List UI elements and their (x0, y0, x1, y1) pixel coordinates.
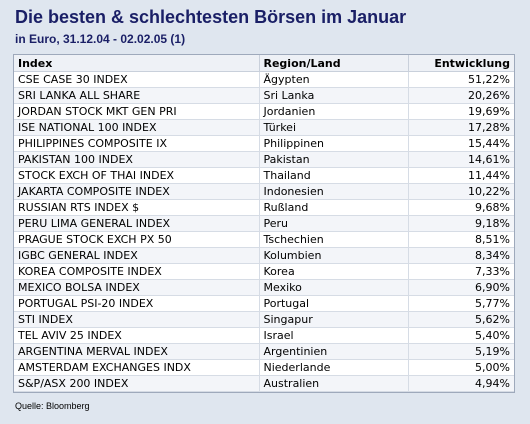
region-cell: Türkei (259, 119, 409, 136)
index-name-cell: PAKISTAN 100 INDEX (14, 151, 260, 168)
entwicklung-value-cell: 11,44% (408, 167, 514, 184)
region-cell: Tschechien (259, 231, 409, 248)
index-name-cell: ARGENTINA MERVAL INDEX (14, 343, 260, 360)
entwicklung-value-cell: 14,61% (408, 151, 514, 168)
table-row: PORTUGAL PSI-20 INDEX Portugal 5,77% (14, 295, 514, 312)
table-row: TEL AVIV 25 INDEX Israel 5,40% (14, 327, 514, 344)
region-cell: Israel (259, 327, 409, 344)
entwicklung-value-cell: 8,34% (408, 247, 514, 264)
index-name-cell: SRI LANKA ALL SHARE (14, 87, 260, 104)
entwicklung-value-cell: 5,40% (408, 327, 514, 344)
table-row: AMSTERDAM EXCHANGES INDX Niederlande 5,00% (14, 359, 514, 376)
region-cell: Argentinien (259, 343, 409, 360)
index-name-cell: PRAGUE STOCK EXCH PX 50 (14, 231, 260, 248)
region-cell: Korea (259, 263, 409, 280)
region-cell: Pakistan (259, 151, 409, 168)
entwicklung-value-cell: 51,22% (408, 71, 514, 88)
region-cell: Singapur (259, 311, 409, 328)
table-header-row: Index Region/Land Entwicklung (14, 55, 514, 72)
index-name-cell: S&P/ASX 200 INDEX (14, 375, 260, 392)
entwicklung-value-cell: 10,22% (408, 183, 514, 200)
index-name-cell: RUSSIAN RTS INDEX $ (14, 199, 260, 216)
entwicklung-value-cell: 5,62% (408, 311, 514, 328)
entwicklung-value-cell: 7,33% (408, 263, 514, 280)
index-name-cell: IGBC GENERAL INDEX (14, 247, 260, 264)
data-table-container: Index Region/Land Entwicklung CSE CASE 3… (13, 54, 515, 393)
table-row: PERU LIMA GENERAL INDEX Peru 9,18% (14, 215, 514, 232)
table-row: RUSSIAN RTS INDEX $ Rußland 9,68% (14, 199, 514, 216)
table-row: MEXICO BOLSA INDEX Mexiko 6,90% (14, 279, 514, 296)
index-name-cell: AMSTERDAM EXCHANGES INDX (14, 359, 260, 376)
index-name-cell: CSE CASE 30 INDEX (14, 71, 260, 88)
column-header-region: Region/Land (259, 55, 409, 72)
index-name-cell: MEXICO BOLSA INDEX (14, 279, 260, 296)
table-row: STI INDEX Singapur 5,62% (14, 311, 514, 328)
data-table: Index Region/Land Entwicklung CSE CASE 3… (14, 55, 514, 392)
index-name-cell: ISE NATIONAL 100 INDEX (14, 119, 260, 136)
region-cell: Indonesien (259, 183, 409, 200)
entwicklung-value-cell: 8,51% (408, 231, 514, 248)
entwicklung-value-cell: 6,90% (408, 279, 514, 296)
index-name-cell: PHILIPPINES COMPOSITE IX (14, 135, 260, 152)
table-row: SRI LANKA ALL SHARE Sri Lanka 20,26% (14, 87, 514, 104)
table-row: IGBC GENERAL INDEX Kolumbien 8,34% (14, 247, 514, 264)
entwicklung-value-cell: 9,68% (408, 199, 514, 216)
region-cell: Ägypten (259, 71, 409, 88)
region-cell: Rußland (259, 199, 409, 216)
entwicklung-value-cell: 5,77% (408, 295, 514, 312)
entwicklung-value-cell: 20,26% (408, 87, 514, 104)
index-name-cell: JAKARTA COMPOSITE INDEX (14, 183, 260, 200)
entwicklung-value-cell: 19,69% (408, 103, 514, 120)
table-row: JORDAN STOCK MKT GEN PRI Jordanien 19,69% (14, 103, 514, 120)
table-body: CSE CASE 30 INDEX Ägypten 51,22% SRI LANKA … (14, 71, 514, 392)
table-row: ISE NATIONAL 100 INDEX Türkei 17,28% (14, 119, 514, 136)
region-cell: Kolumbien (259, 247, 409, 264)
index-name-cell: PERU LIMA GENERAL INDEX (14, 215, 260, 232)
index-name-cell: PORTUGAL PSI-20 INDEX (14, 295, 260, 312)
table-row: STOCK EXCH OF THAI INDEX Thailand 11,44% (14, 167, 514, 184)
region-cell: Peru (259, 215, 409, 232)
entwicklung-value-cell: 17,28% (408, 119, 514, 136)
region-cell: Niederlande (259, 359, 409, 376)
index-name-cell: TEL AVIV 25 INDEX (14, 327, 260, 344)
index-name-cell: JORDAN STOCK MKT GEN PRI (14, 103, 260, 120)
table-row: PAKISTAN 100 INDEX Pakistan 14,61% (14, 151, 514, 168)
table-row: PRAGUE STOCK EXCH PX 50 Tschechien 8,51% (14, 231, 514, 248)
region-cell: Sri Lanka (259, 87, 409, 104)
source-note: Quelle: Bloomberg (15, 401, 90, 411)
entwicklung-value-cell: 9,18% (408, 215, 514, 232)
index-name-cell: STOCK EXCH OF THAI INDEX (14, 167, 260, 184)
region-cell: Mexiko (259, 279, 409, 296)
region-cell: Portugal (259, 295, 409, 312)
region-cell: Philippinen (259, 135, 409, 152)
region-cell: Australien (259, 375, 409, 392)
entwicklung-value-cell: 15,44% (408, 135, 514, 152)
chart-subtitle: in Euro, 31.12.04 - 02.02.05 (1) (15, 32, 186, 46)
region-cell: Thailand (259, 167, 409, 184)
entwicklung-value-cell: 5,19% (408, 343, 514, 360)
chart-title: Die besten & schlechtesten Börsen im Jan… (15, 7, 407, 27)
region-cell: Jordanien (259, 103, 409, 120)
entwicklung-value-cell: 4,94% (408, 375, 514, 392)
entwicklung-value-cell: 5,00% (408, 359, 514, 376)
table-row: KOREA COMPOSITE INDEX Korea 7,33% (14, 263, 514, 280)
table-row: PHILIPPINES COMPOSITE IX Philippinen 15,44… (14, 135, 514, 152)
column-header-entwicklung: Entwicklung (408, 55, 514, 72)
index-name-cell: KOREA COMPOSITE INDEX (14, 263, 260, 280)
index-name-cell: STI INDEX (14, 311, 260, 328)
table-row: ARGENTINA MERVAL INDEX Argentinien 5,19% (14, 343, 514, 360)
column-header-index: Index (14, 55, 260, 72)
table-row: CSE CASE 30 INDEX Ägypten 51,22% (14, 71, 514, 88)
table-row: S&P/ASX 200 INDEX Australien 4,94% (14, 375, 514, 392)
table-row: JAKARTA COMPOSITE INDEX Indonesien 10,22% (14, 183, 514, 200)
